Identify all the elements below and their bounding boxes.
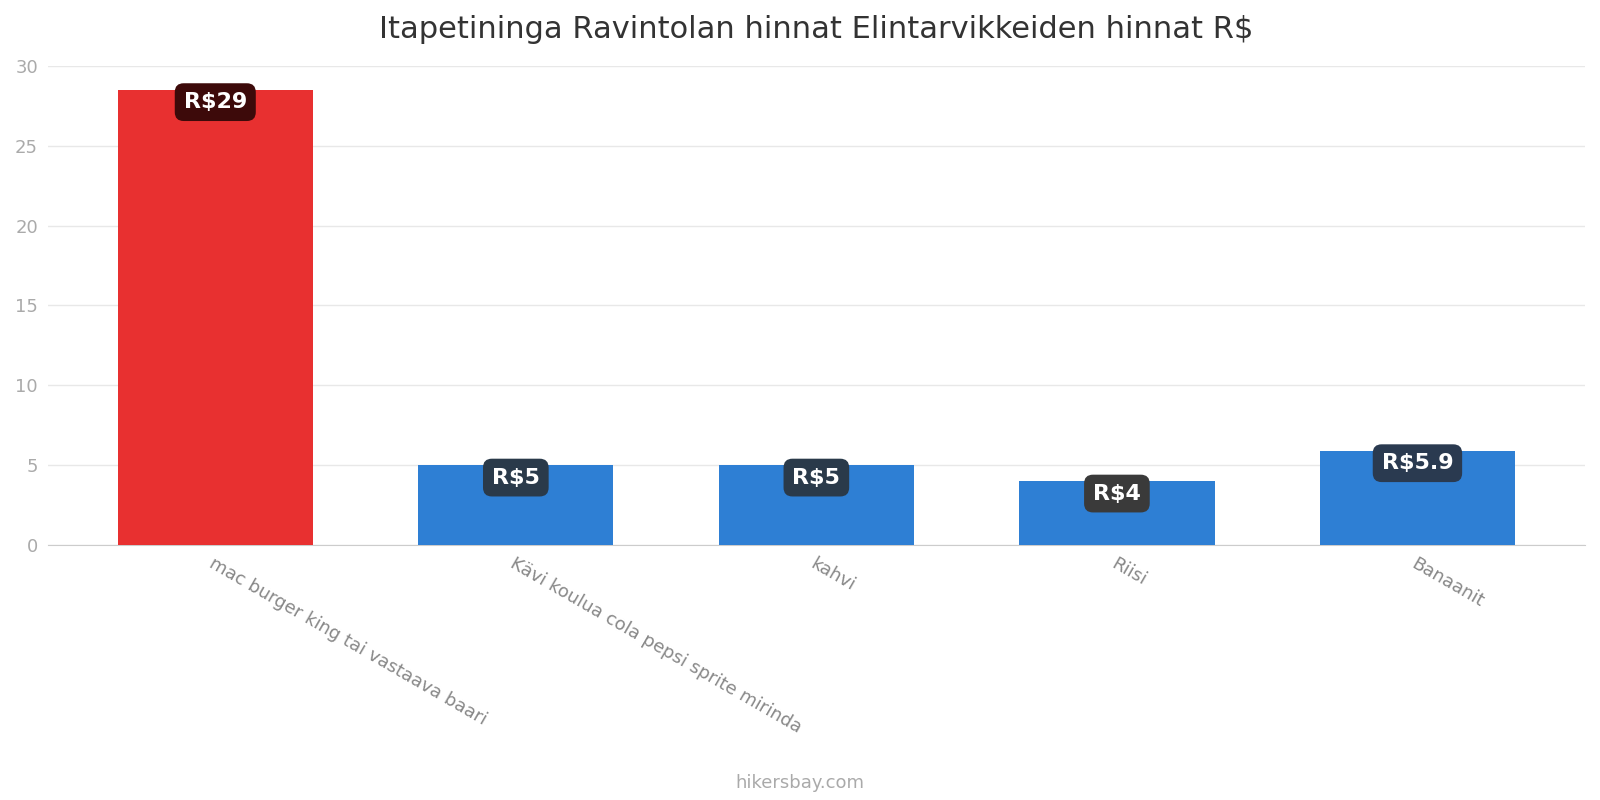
Text: hikersbay.com: hikersbay.com [736,774,864,792]
Bar [718,465,914,545]
Bar [1320,451,1515,545]
Text: R$4: R$4 [1093,483,1141,503]
Bar [117,90,314,545]
Text: R$5: R$5 [792,467,840,487]
Text: R$5: R$5 [491,467,539,487]
Text: R$29: R$29 [184,92,246,112]
Text: R$5.9: R$5.9 [1382,454,1453,474]
Title: Itapetininga Ravintolan hinnat Elintarvikkeiden hinnat R$: Itapetininga Ravintolan hinnat Elintarvi… [379,15,1253,44]
Bar [1019,481,1214,545]
Bar [418,465,613,545]
